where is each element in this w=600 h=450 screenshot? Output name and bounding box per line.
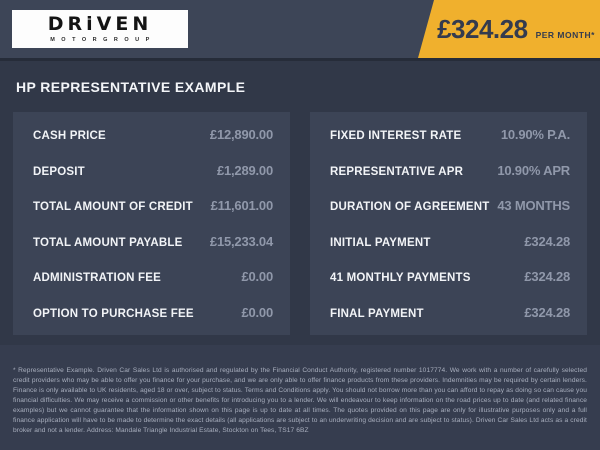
row-value: 10.90% APR <box>497 162 570 178</box>
logo-wordmark: DRiVEN <box>47 13 153 35</box>
row-value: £0.00 <box>241 304 273 320</box>
row-value: £324.28 <box>524 233 570 249</box>
header-divider <box>0 58 600 61</box>
table-row: ADMINISTRATION FEE £0.00 <box>33 269 273 284</box>
table-row: 41 MONTHLY PAYMENTS £324.28 <box>330 269 570 284</box>
row-label: TOTAL AMOUNT PAYABLE <box>33 236 183 249</box>
table-row: TOTAL AMOUNT OF CREDIT £11,601.00 <box>33 198 273 213</box>
row-label: DURATION OF AGREEMENT <box>330 201 490 214</box>
finance-panels: CASH PRICE £12,890.00 DEPOSIT £1,289.00 … <box>13 112 587 335</box>
driven-motorgroup-logo: DRiVEN MOTORGROUP <box>12 10 188 48</box>
row-value: £324.28 <box>524 269 570 285</box>
legal-disclaimer-section: * Representative Example. Driven Car Sal… <box>0 345 600 450</box>
monthly-price-period: PER MONTH* <box>535 29 595 40</box>
finance-panel-right: FIXED INTEREST RATE 10.90% P.A. REPRESEN… <box>310 112 587 335</box>
row-value: £12,890.00 <box>209 127 273 142</box>
row-label: DEPOSIT <box>33 165 85 178</box>
row-value: £1,289.00 <box>216 162 273 178</box>
header-band: DRiVEN MOTORGROUP £324.28 PER MONTH* <box>0 0 600 58</box>
monthly-price-amount: £324.28 <box>437 13 528 44</box>
table-row: FIXED INTEREST RATE 10.90% P.A. <box>330 127 570 142</box>
row-label: ADMINISTRATION FEE <box>33 272 161 285</box>
row-value: 43 MONTHS <box>497 198 570 214</box>
table-row: DEPOSIT £1,289.00 <box>33 163 273 178</box>
table-row: FINAL PAYMENT £324.28 <box>330 305 570 320</box>
row-label: TOTAL AMOUNT OF CREDIT <box>33 201 193 214</box>
monthly-price-flag: £324.28 PER MONTH* <box>418 0 600 58</box>
row-value: £11,601.00 <box>210 198 274 214</box>
row-value: £15,233.04 <box>209 233 273 249</box>
table-row: INITIAL PAYMENT £324.28 <box>330 234 570 249</box>
logo-subtitle: MOTORGROUP <box>50 37 156 43</box>
table-row: DURATION OF AGREEMENT 43 MONTHS <box>330 198 570 213</box>
monthly-price-group: £324.28 PER MONTH* <box>437 14 595 45</box>
table-row: TOTAL AMOUNT PAYABLE £15,233.04 <box>33 234 273 249</box>
row-label: FINAL PAYMENT <box>330 307 424 320</box>
row-value: £324.28 <box>524 304 570 320</box>
finance-panel-left: CASH PRICE £12,890.00 DEPOSIT £1,289.00 … <box>13 112 290 335</box>
row-value: 10.90% P.A. <box>500 127 570 142</box>
row-label: CASH PRICE <box>33 130 106 142</box>
legal-disclaimer-text: * Representative Example. Driven Car Sal… <box>13 367 587 434</box>
row-label: FIXED INTEREST RATE <box>330 130 462 142</box>
row-label: REPRESENTATIVE APR <box>330 165 464 178</box>
page-title: HP REPRESENTATIVE EXAMPLE <box>16 79 246 95</box>
row-value: £0.00 <box>241 269 273 285</box>
table-row: CASH PRICE £12,890.00 <box>33 127 273 142</box>
row-label: OPTION TO PURCHASE FEE <box>33 307 194 320</box>
table-row: OPTION TO PURCHASE FEE £0.00 <box>33 305 273 320</box>
main-section: HP REPRESENTATIVE EXAMPLE CASH PRICE £12… <box>0 61 600 345</box>
row-label: 41 MONTHLY PAYMENTS <box>330 272 471 285</box>
row-label: INITIAL PAYMENT <box>330 236 431 249</box>
table-row: REPRESENTATIVE APR 10.90% APR <box>330 163 570 178</box>
